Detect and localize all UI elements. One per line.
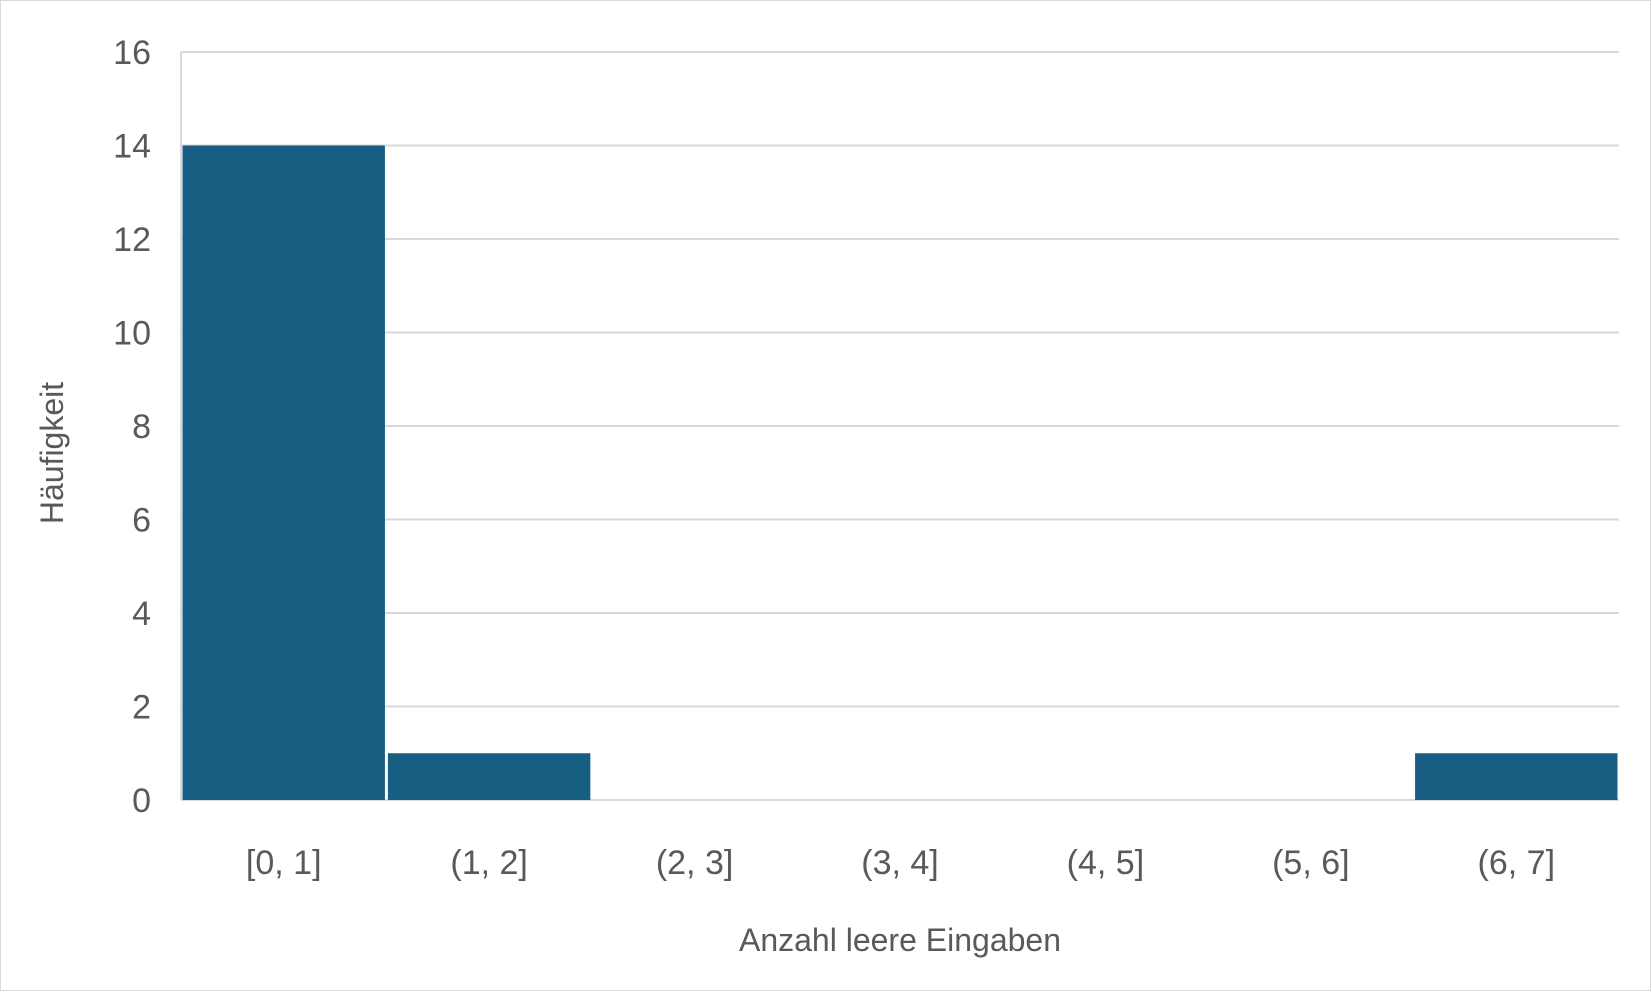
x-tick-label: (2, 3]	[656, 844, 733, 882]
y-tick-label: 12	[113, 221, 151, 259]
y-tick-label: 6	[132, 502, 151, 540]
y-tick-label: 4	[132, 595, 151, 633]
y-tick-label: 0	[132, 782, 151, 820]
bar-layer	[182, 145, 1618, 800]
x-tick-label: (5, 6]	[1272, 844, 1349, 882]
x-tick-label: (4, 5]	[1067, 844, 1144, 882]
y-tick-label: 2	[132, 689, 151, 727]
x-tick-labels: [0, 1] (1, 2] (2, 3] (3, 4] (4, 5] (5, 6] (6, …	[246, 844, 1555, 882]
y-axis-title: Häufigkeit	[34, 382, 70, 524]
y-tick-label: 14	[113, 128, 151, 166]
bar-1	[387, 753, 591, 800]
y-tick-label: 8	[132, 408, 151, 446]
y-tick-label: 16	[113, 34, 151, 72]
x-tick-label: (3, 4]	[861, 844, 938, 882]
bar-6	[1415, 753, 1618, 800]
x-axis-title: Anzahl leere Eingaben	[739, 922, 1061, 958]
x-tick-label: (6, 7]	[1478, 844, 1555, 882]
y-tick-labels: 0 2 4 6 8 10 12 14 16	[113, 34, 151, 820]
bar-0	[182, 145, 385, 800]
y-tick-label: 10	[113, 315, 151, 353]
x-tick-label: (1, 2]	[450, 844, 527, 882]
grid-layer	[180, 51, 1619, 801]
x-tick-label: [0, 1]	[246, 844, 322, 882]
